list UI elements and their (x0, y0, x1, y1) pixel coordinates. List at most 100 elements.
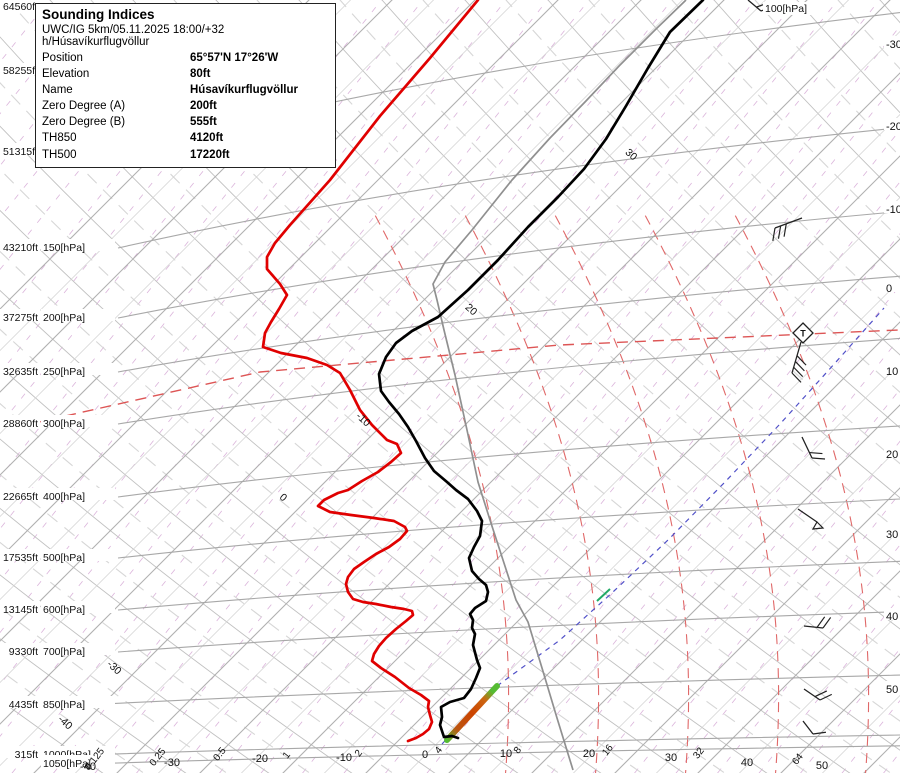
mixing-ratio-line (426, 181, 900, 773)
isotherm-label-right: -30 (886, 39, 900, 51)
label-backing (884, 36, 900, 48)
indices-rows: Position 65°57'N 17°26'W Elevation 80ft Name… (42, 50, 329, 163)
isotherm-label-bottom: 20 (583, 748, 595, 760)
isotherm-label-bottom: 40 (741, 757, 753, 769)
isotherm-line (241, 114, 900, 773)
pressure-label: 1050[hPa] (43, 758, 91, 770)
pressure-label: 700[hPa] (43, 646, 85, 658)
altitude-label: 315ft (15, 749, 38, 761)
moist-adiabat-gray-dashed (0, 402, 477, 773)
wind-barb (803, 625, 824, 629)
mixing-ratio-label: 2 (353, 748, 365, 760)
moist-adiabat-gray-dashed (90, 0, 900, 722)
label-backing (884, 118, 900, 130)
isotherm-line (531, 404, 900, 773)
mixing-ratio-line (800, 648, 900, 773)
dry-adiabat-line (547, 0, 900, 356)
indices-row: TH500 17220ft (42, 147, 329, 163)
altitude-label: 17535ft (3, 552, 38, 564)
moist-adiabat-gray-dashed (0, 328, 560, 773)
isotherm-line (282, 155, 900, 773)
isotherm-label-bottom: 10 (500, 748, 512, 760)
moist-adiabat-gray-dashed (7, 0, 892, 773)
wind-barb (803, 688, 821, 701)
label-backing (0, 696, 40, 708)
wind-barb (774, 217, 803, 229)
dry-adiabat-line (0, 209, 685, 773)
indices-title: Sounding Indices (42, 7, 155, 22)
pressure-label: 150[hPa] (43, 242, 85, 254)
moist-adiabat-gray-dashed (0, 541, 311, 773)
isotherm-line (573, 446, 900, 773)
wind-barb-tick (796, 355, 807, 366)
label-backing (884, 526, 900, 538)
wind-barb-tick (783, 223, 787, 237)
indices-row-label: TH850 (42, 132, 77, 145)
moist-adiabat-gray-dashed (0, 606, 228, 773)
dewpoint-curve (261, 0, 480, 743)
label-backing (0, 0, 40, 11)
isotherm-line (324, 197, 900, 773)
altitude-label: 9330ft (9, 646, 38, 658)
isotherm-label-right: 20 (886, 449, 898, 461)
moist-adiabat-gray-dashed (837, 0, 900, 70)
zero-degree-dashed-line (29, 329, 899, 425)
isotherm-label-bottom: 30 (665, 752, 677, 764)
isotherm-label-bottom: 0 (422, 749, 428, 761)
isotherm-line (448, 321, 900, 773)
wind-barb-tick (822, 617, 832, 629)
wind-barb-tick (777, 225, 782, 239)
pressure-label: 200[hPa] (43, 312, 85, 324)
mixing-ratio-label: 4 (433, 745, 445, 757)
dry-adiabat-label: 20 (463, 301, 480, 318)
isotherm-label-bottom: -30 (164, 757, 180, 769)
isotherm-line (739, 612, 900, 773)
dry-adiabat-line (0, 438, 436, 773)
label-backing (0, 643, 40, 655)
label-backing (884, 681, 900, 693)
isotherm-line (0, 0, 642, 642)
indices-row-label: Elevation (42, 68, 90, 81)
indices-row: Name Húsavíkurflugvöllur (42, 82, 329, 98)
wind-barb-tick (791, 372, 802, 383)
indices-row-label: Name (42, 84, 73, 97)
pressure-label: 300[hPa] (43, 418, 85, 430)
altitude-label: 37275ft (3, 312, 38, 324)
pressure-label: 500[hPa] (43, 552, 85, 564)
moist-adiabat-gray-dashed (0, 669, 145, 773)
moist-adiabat-gray-dashed (588, 0, 900, 319)
label-backing (884, 446, 900, 458)
isotherm-line (0, 0, 517, 517)
pressure-line (117, 611, 900, 653)
isotherm-line (0, 0, 476, 476)
dry-adiabat-line (0, 289, 602, 773)
altitude-label: 64560ft (3, 1, 38, 13)
altitude-label: 32635ft (3, 366, 38, 378)
label-backing (0, 488, 40, 500)
mixing-ratio-line (551, 336, 900, 773)
moist-adiabat-line (374, 214, 510, 773)
isotherm-label-right: 0 (886, 283, 892, 295)
label-backing (763, 2, 825, 15)
moist-adiabat-gray-dashed (0, 473, 394, 773)
isotherm-label-bottom: 50 (816, 760, 828, 772)
dry-adiabat-line (713, 0, 900, 199)
altitude-label: 58255ft (3, 65, 38, 77)
label-backing (884, 363, 900, 375)
label-backing (0, 549, 40, 561)
wind-barb-tick (816, 616, 826, 628)
indices-row: Zero Degree (A) 200ft (42, 98, 329, 114)
indices-row-label: TH500 (42, 148, 77, 161)
wind-barb (802, 720, 814, 735)
dry-adiabat-line (0, 638, 187, 773)
indices-row-label: Zero Degree (A) (42, 100, 126, 113)
label-backing (41, 239, 115, 251)
isotherm-line (0, 0, 600, 600)
moist-adiabat-gray-dashed (0, 250, 643, 773)
altitude-label: 28860ft (3, 418, 38, 430)
isotherm-label-right: 50 (886, 684, 898, 696)
pressure-line (117, 425, 900, 498)
wind-barb-tick (814, 690, 828, 698)
wind-barb (747, 0, 762, 12)
